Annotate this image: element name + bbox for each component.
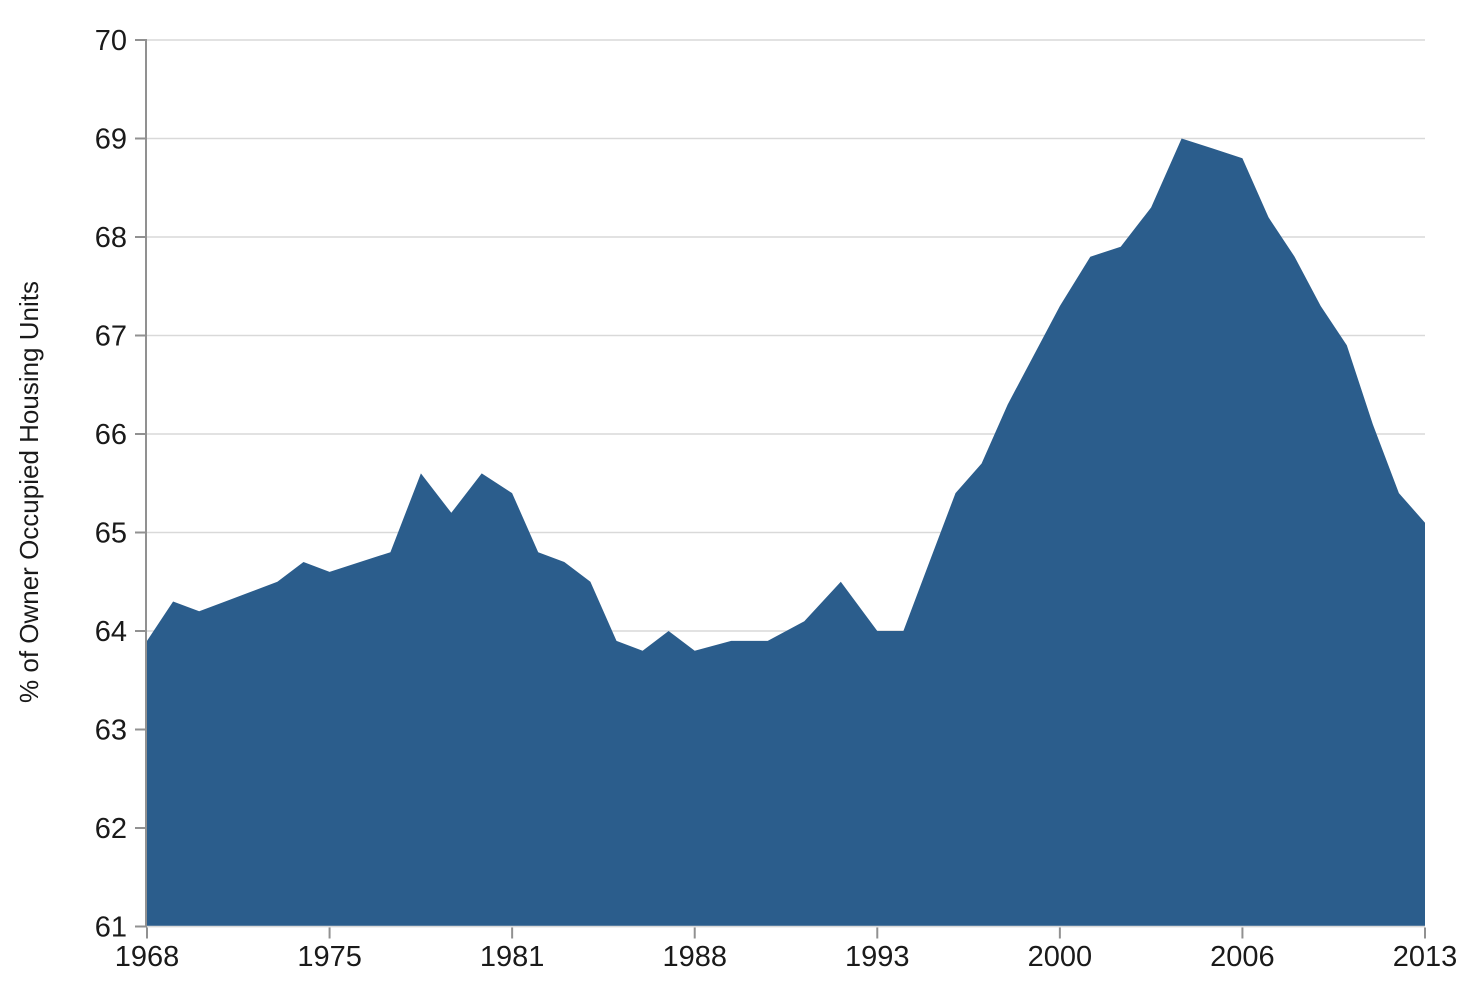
y-tick-label-63: 63 [95,715,127,747]
y-tick-label-70: 70 [95,25,127,57]
x-tick-label-2006: 2006 [1210,941,1275,973]
area-series [147,138,1425,927]
y-tick-label-65: 65 [95,518,127,550]
y-tick-label-61: 61 [95,912,127,944]
y-tick-label-66: 66 [95,419,127,451]
x-tick-label-2000: 2000 [1028,941,1093,973]
x-tick-label-2013: 2013 [1393,941,1458,973]
y-tick-label-67: 67 [95,321,127,353]
y-tick-label-64: 64 [95,616,127,648]
tick-labels-group: 61 62 63 64 65 66 67 68 69 70 1968 1975 1981 1988 1993… [95,25,1458,973]
y-tick-label-68: 68 [95,222,127,254]
x-tick-label-1988: 1988 [662,941,727,973]
x-tick-label-1981: 1981 [480,941,545,973]
axes-group [135,39,1426,939]
y-tick-label-69: 69 [95,124,127,156]
series-group [147,138,1425,927]
y-tick-label-62: 62 [95,813,127,845]
x-tick-label-1993: 1993 [845,941,910,973]
x-tick-label-1968: 1968 [115,941,180,973]
y-axis-title: % of Owner Occupied Housing Units [14,281,44,703]
x-tick-label-1975: 1975 [297,941,362,973]
